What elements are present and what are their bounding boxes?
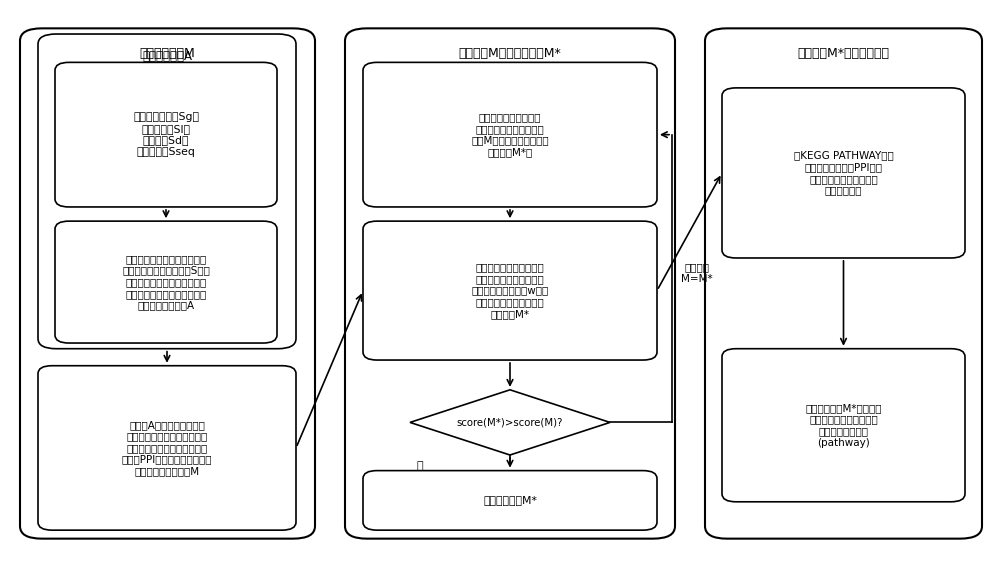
Text: 利用匹配M*发现生物通路: 利用匹配M*发现生物通路	[797, 48, 890, 60]
Text: 输出最优匹配M*: 输出最优匹配M*	[483, 496, 537, 505]
FancyBboxPatch shape	[38, 34, 296, 349]
FancyBboxPatch shape	[38, 366, 296, 530]
FancyBboxPatch shape	[722, 88, 965, 258]
FancyBboxPatch shape	[363, 62, 657, 207]
Polygon shape	[410, 390, 610, 455]
Text: 从锐点A中的匹配节点对出
发，根据局部相似恹和序列相
似恹，扩展匹配邻居节点，直
至较小PPI网络中所有节点都被
匹配，得到初始匹配M: 从锐点A中的匹配节点对出 发，根据局部相似恹和序列相 似恹，扩展匹配邻居节点，直…	[122, 420, 212, 476]
FancyBboxPatch shape	[363, 471, 657, 530]
Text: 对两个图中的剩余节点构
建带权二分图，给每两个
节点间添加一个权重w，利
用匄牡利树算法求解最大
二分匹配M*: 对两个图中的剩余节点构 建带权二分图，给每两个 节点间添加一个权重w，利 用匄牡…	[471, 263, 549, 319]
Text: 是，更新
M=M*: 是，更新 M=M*	[681, 262, 713, 284]
FancyBboxPatch shape	[345, 28, 675, 539]
Text: score(M*)>score(M)?: score(M*)>score(M)?	[457, 417, 563, 428]
Text: 构建初始匹配M: 构建初始匹配M	[140, 48, 195, 60]
FancyBboxPatch shape	[20, 28, 315, 539]
FancyBboxPatch shape	[705, 28, 982, 539]
Text: 计算全局相似性Sg、
局部相似性Sl、
度相似性Sd、
序列相似性Sseq: 计算全局相似性Sg、 局部相似性Sl、 度相似性Sd、 序列相似性Sseq	[133, 112, 199, 157]
FancyBboxPatch shape	[55, 62, 277, 207]
Text: 融合生物序列相似性和网络结
构相似恹得到节点相似性S，根
据节点相似恹将所有节点降序
排序并依据约束条件对节点进
行匹配，生成锐点A: 融合生物序列相似性和网络结 构相似恹得到节点相似性S，根 据节点相似恹将所有节点…	[122, 254, 210, 310]
Text: 利用匹配结果M*的节点映
射关系找到具有较大公共
子结构的生物通路
(pathway): 利用匹配结果M*的节点映 射关系找到具有较大公共 子结构的生物通路 (pathw…	[805, 403, 882, 448]
FancyBboxPatch shape	[55, 221, 277, 343]
FancyBboxPatch shape	[722, 349, 965, 502]
FancyBboxPatch shape	[363, 221, 657, 360]
Text: 优化匹配M得到最优匹配M*: 优化匹配M得到最优匹配M*	[459, 48, 561, 60]
Text: 随机选择图的顶点覆盖
集，将覆盖集中已存在于
匹配M中的节点对直接放入
最终匹配M*中: 随机选择图的顶点覆盖 集，将覆盖集中已存在于 匹配M中的节点对直接放入 最终匹配…	[471, 112, 549, 157]
Text: 在KEGG PATHWAY数据
库中找到两个物种PPI网络
中所有蛋白质节点涉及的
生物通路集合: 在KEGG PATHWAY数据 库中找到两个物种PPI网络 中所有蛋白质节点涉及…	[794, 150, 893, 196]
Text: 否: 否	[417, 462, 423, 471]
Text: 生成匹配锐点A: 生成匹配锐点A	[142, 50, 192, 63]
